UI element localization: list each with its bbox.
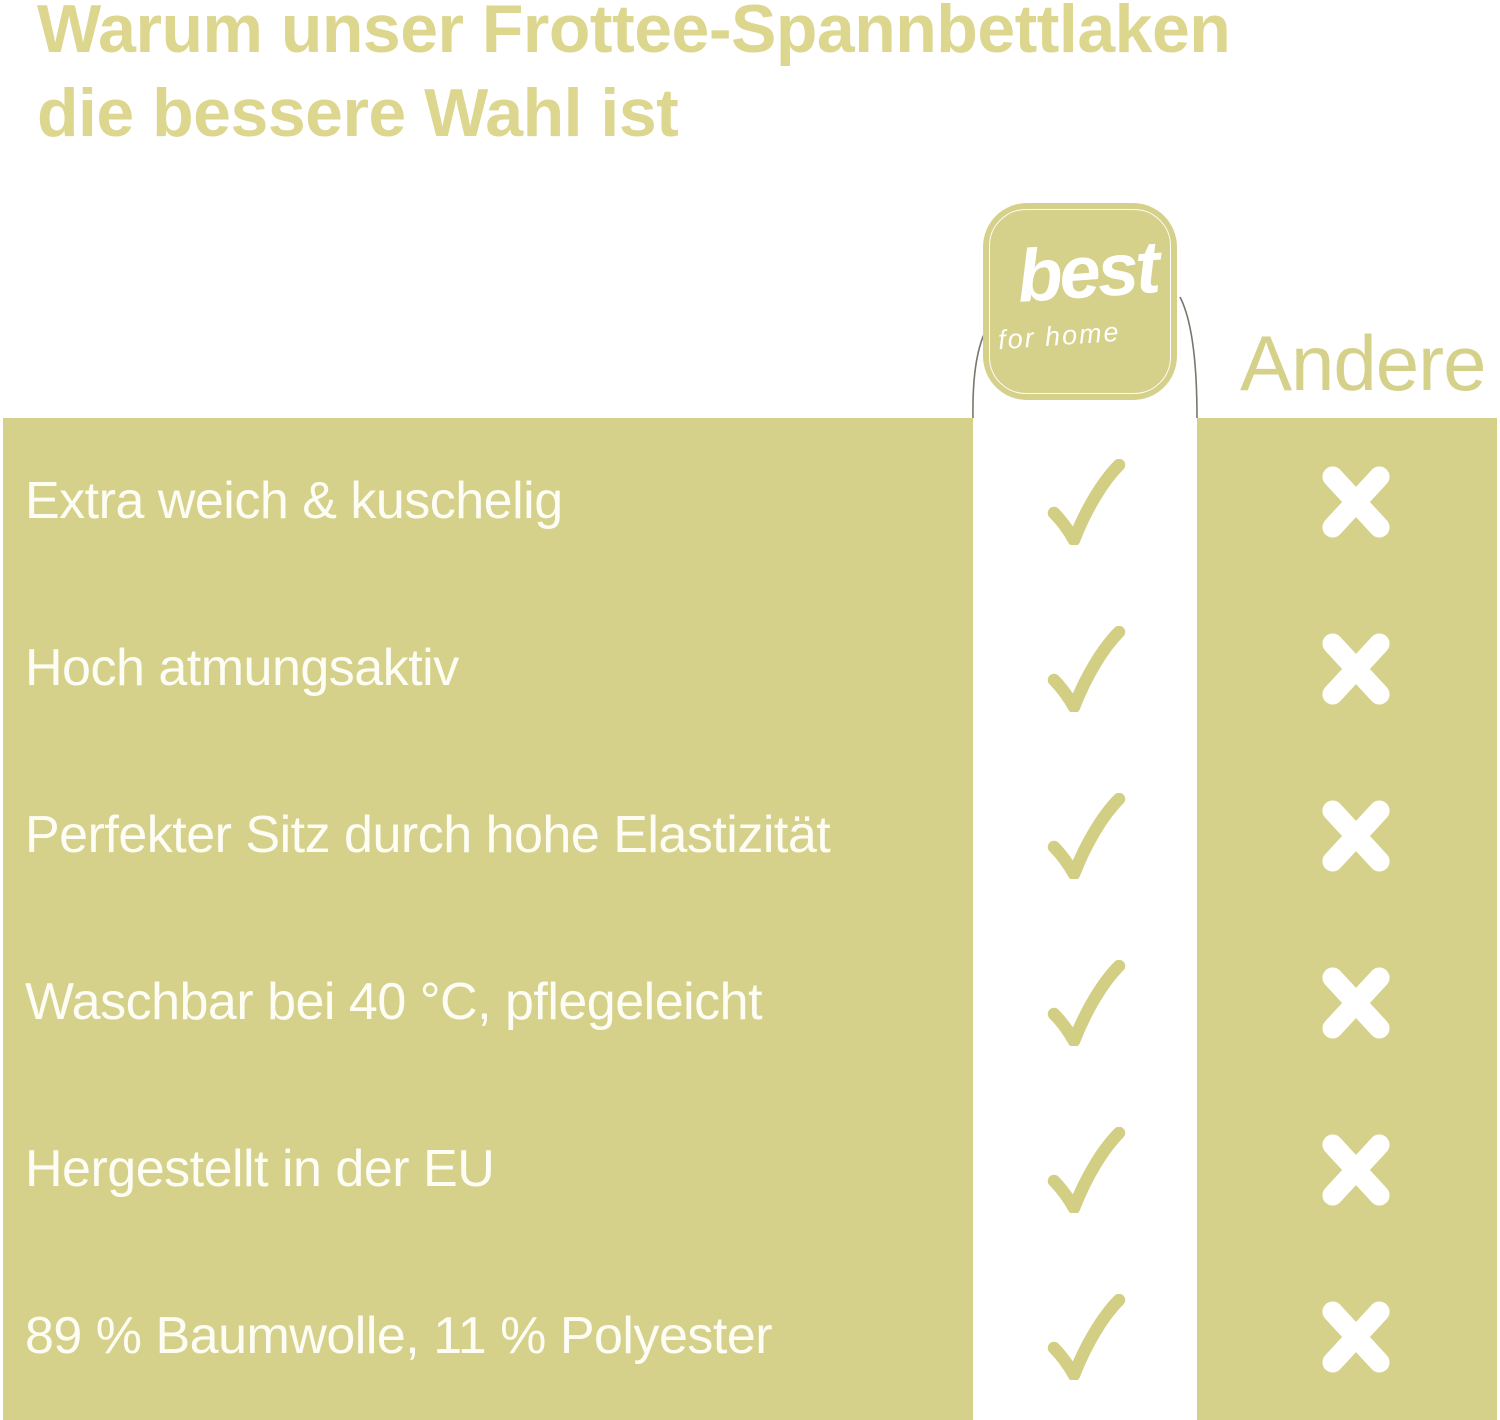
brand-mark-cell bbox=[1045, 458, 1127, 545]
badge-inner-border bbox=[989, 209, 1171, 394]
brand-badge: best for home bbox=[983, 203, 1177, 400]
brand-mark-cell bbox=[1045, 625, 1127, 712]
brand-mark-cell bbox=[1045, 1293, 1127, 1380]
brand-mark-cell bbox=[1045, 959, 1127, 1046]
feature-row: Extra weich & kuschelig bbox=[3, 418, 1497, 585]
competitor-mark-cell bbox=[1319, 465, 1393, 538]
feature-rows: Extra weich & kuschelig Hoch atmungsakti… bbox=[3, 418, 1497, 1420]
brand-mark-cell bbox=[1045, 1126, 1127, 1213]
check-icon bbox=[1047, 625, 1126, 712]
brand-logo-text: best bbox=[1014, 225, 1160, 318]
cross-icon bbox=[1322, 799, 1390, 872]
comparison-band bbox=[3, 418, 1497, 1420]
feature-label: 89 % Baumwolle, 11 % Polyester bbox=[25, 1306, 773, 1365]
competitor-mark-cell bbox=[1319, 966, 1393, 1039]
check-icon bbox=[1047, 1293, 1126, 1380]
check-icon bbox=[1047, 792, 1126, 879]
feature-label: Extra weich & kuschelig bbox=[25, 471, 563, 530]
cross-icon bbox=[1322, 465, 1390, 538]
title-line-2: die bessere Wahl ist bbox=[37, 75, 679, 151]
cross-icon bbox=[1322, 1133, 1390, 1206]
feature-label: Perfekter Sitz durch hohe Elastizität bbox=[25, 805, 831, 864]
cross-icon bbox=[1322, 1300, 1390, 1373]
competitor-mark-cell bbox=[1319, 1300, 1393, 1373]
feature-label: Hoch atmungsaktiv bbox=[25, 638, 459, 697]
title-line-1: Warum unser Frottee-Spannbettlaken bbox=[37, 0, 1231, 67]
feature-label: Hergestellt in der EU bbox=[25, 1139, 495, 1198]
feature-row: Perfekter Sitz durch hohe Elastizität bbox=[3, 752, 1497, 919]
cross-icon bbox=[1322, 966, 1390, 1039]
page-title: Warum unser Frottee-Spannbettlaken die be… bbox=[37, 0, 1497, 155]
competitor-mark-cell bbox=[1319, 1133, 1393, 1206]
cross-icon bbox=[1322, 632, 1390, 705]
competitor-mark-cell bbox=[1319, 632, 1393, 705]
feature-row: Hoch atmungsaktiv bbox=[3, 585, 1497, 752]
feature-label: Waschbar bei 40 °C, pflegeleicht bbox=[25, 972, 763, 1031]
feature-row: 89 % Baumwolle, 11 % Polyester bbox=[3, 1253, 1497, 1420]
check-icon bbox=[1047, 959, 1126, 1046]
brand-mark-cell bbox=[1045, 792, 1127, 879]
check-icon bbox=[1047, 458, 1126, 545]
feature-row: Waschbar bei 40 °C, pflegeleicht bbox=[3, 919, 1497, 1086]
competitor-header: Andere bbox=[1240, 319, 1487, 407]
feature-row: Hergestellt in der EU bbox=[3, 1086, 1497, 1253]
check-icon bbox=[1047, 1126, 1126, 1213]
competitor-mark-cell bbox=[1319, 799, 1393, 872]
